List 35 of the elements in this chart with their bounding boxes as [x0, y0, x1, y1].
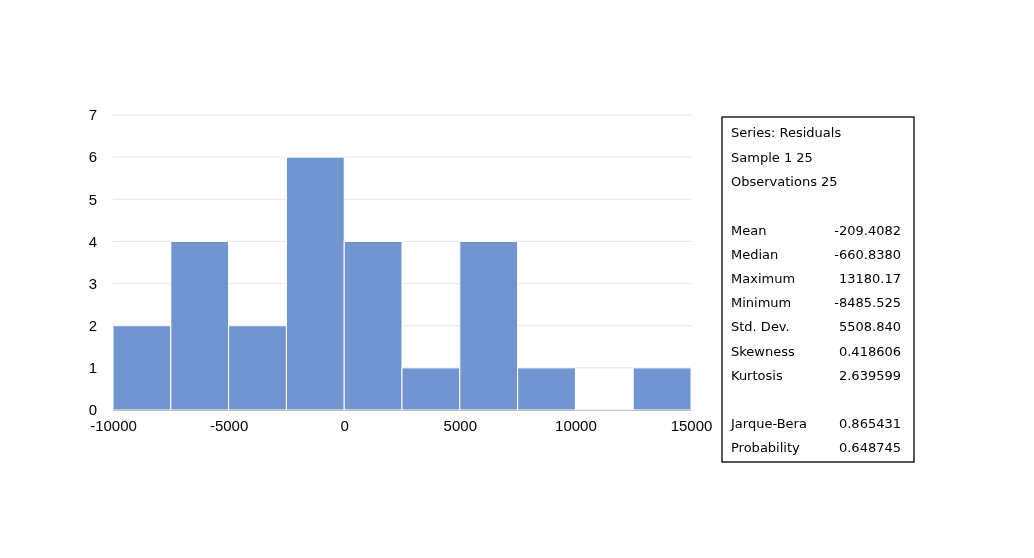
text: Sample 1 25 [731, 149, 813, 165]
y-tick-label: 2 [88, 317, 97, 335]
text: Series: Residuals [731, 125, 842, 140]
y-tick-label: 3 [88, 274, 97, 292]
x-tick-label: 15000 [670, 416, 713, 434]
text: Observations 25 [731, 174, 838, 189]
text: -660.8380 [834, 246, 901, 262]
text: 2.639599 [838, 367, 901, 383]
text: Std. Dev. [731, 319, 790, 335]
x-tick-label: -5000 [209, 416, 249, 434]
y-tick-label: 4 [88, 232, 97, 250]
text: Mean [731, 222, 767, 238]
text: Kurtosis [731, 367, 783, 383]
text: 0.418606 [838, 343, 901, 359]
text: 5508.840 [838, 319, 901, 335]
text: Minimum [731, 295, 792, 311]
x-tick-label: 10000 [555, 416, 597, 434]
text: Jarque-Bera [730, 415, 807, 431]
y-tick-label: 5 [88, 190, 97, 208]
y-tick-label: 0 [88, 401, 97, 419]
text: Maximum [731, 270, 796, 286]
text: 0.648745 [838, 440, 901, 456]
x-tick-label: 5000 [443, 416, 477, 434]
text: 0.865431 [838, 415, 901, 431]
text: Median [731, 246, 779, 262]
text: -8485.525 [834, 295, 901, 311]
text: Skewness [731, 343, 795, 359]
text: -209.4082 [834, 222, 901, 238]
x-tick-label: -10000 [90, 416, 137, 434]
y-tick-label: 1 [88, 359, 97, 377]
y-tick-label: 6 [88, 148, 97, 166]
text: Probability [731, 440, 801, 456]
y-tick-label: 7 [88, 106, 97, 124]
text: 13180.17 [838, 270, 901, 286]
x-tick-label: 0 [340, 416, 349, 434]
